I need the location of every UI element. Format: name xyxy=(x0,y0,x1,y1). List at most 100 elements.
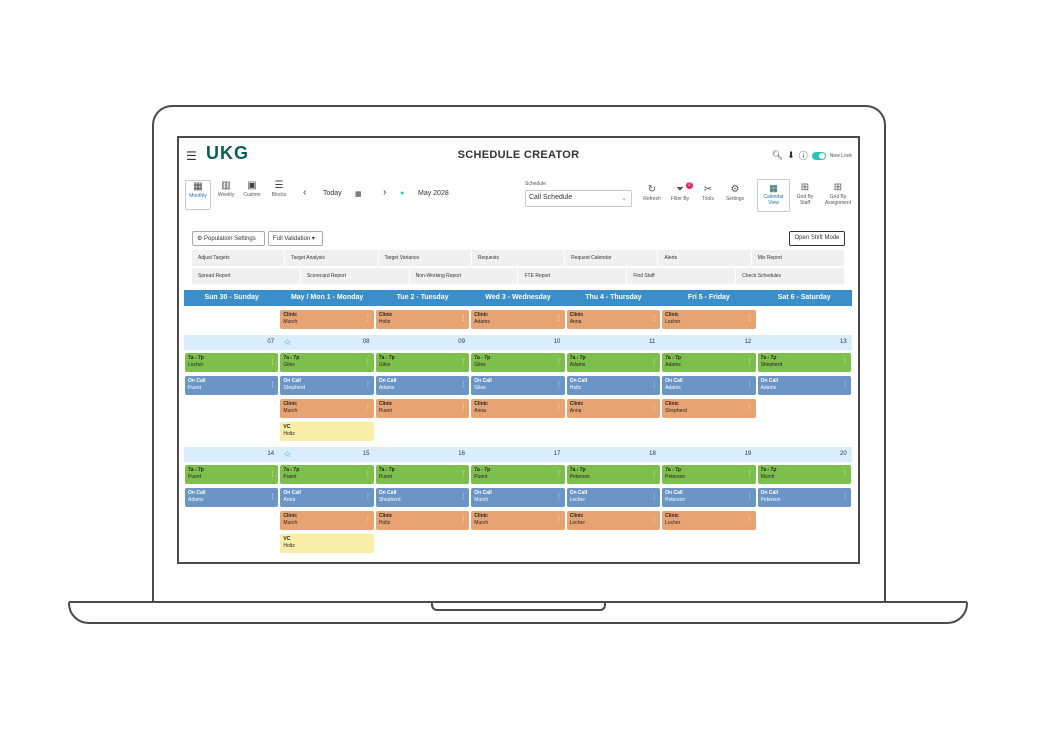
shift-card[interactable]: 7a - 7p Adams ⋮ xyxy=(566,353,661,372)
shift-card[interactable]: Clinic Shepherd ⋮ xyxy=(662,399,756,418)
date-number[interactable]: 19 xyxy=(744,451,752,457)
more-options-icon[interactable]: ⋮ xyxy=(364,471,371,477)
search-icon[interactable]: 🔍︎ xyxy=(771,150,784,160)
more-options-icon[interactable]: ⋮ xyxy=(746,494,753,500)
view-custom-button[interactable]: ▣ Custom xyxy=(239,180,265,210)
full-validation-dropdown[interactable]: Full Validation ▾ xyxy=(268,231,323,246)
more-options-icon[interactable]: ⋮ xyxy=(746,471,753,477)
grid-by-assignment-button[interactable]: ⊞ Grid By Assignment xyxy=(821,182,855,206)
more-options-icon[interactable]: ⋮ xyxy=(460,316,467,322)
more-options-icon[interactable]: ⋮ xyxy=(841,359,848,365)
shift-card[interactable]: 7a - 7p Peterson ⋮ xyxy=(662,465,756,484)
star-icon[interactable]: ☆ xyxy=(283,449,292,459)
more-options-icon[interactable]: ⋮ xyxy=(364,316,371,322)
more-options-icon[interactable]: ⋮ xyxy=(555,316,562,322)
shift-card[interactable]: 7a - 7p Giles ⋮ xyxy=(280,353,374,372)
download-icon[interactable]: ⬇ xyxy=(787,150,795,160)
report-link[interactable]: FTE Report xyxy=(518,268,627,284)
more-options-icon[interactable]: ⋮ xyxy=(460,517,467,523)
shift-card[interactable]: 7a - 7p Giles ⋮ xyxy=(375,353,470,372)
shift-card[interactable]: On Call Adams ⋮ xyxy=(757,376,851,395)
today-button[interactable]: Today xyxy=(323,190,342,197)
refresh-button[interactable]: ↻ Refresh xyxy=(641,184,663,202)
shift-card[interactable]: 7a - 7p Locher ⋮ xyxy=(185,353,279,372)
shift-card[interactable]: On Call Giles ⋮ xyxy=(471,376,565,395)
more-options-icon[interactable]: ⋮ xyxy=(364,405,371,411)
report-link[interactable]: Mix Report xyxy=(751,250,844,266)
calendar-view-button[interactable]: ▦ Calendar View xyxy=(757,179,790,212)
shift-card[interactable]: Clinic Anna ⋮ xyxy=(471,399,565,418)
shift-card[interactable]: On Call Adams ⋮ xyxy=(375,376,470,395)
more-options-icon[interactable]: ⋮ xyxy=(746,316,753,322)
shift-card[interactable]: On Call Murch ⋮ xyxy=(471,488,565,507)
shift-card[interactable]: On Call Peterson ⋮ xyxy=(662,488,756,507)
help-icon[interactable]: ⓘ xyxy=(798,151,808,161)
shift-card[interactable]: Clinic Puent ⋮ xyxy=(375,399,470,418)
report-link[interactable]: Target Variance xyxy=(378,250,471,266)
more-options-icon[interactable]: ⋮ xyxy=(746,359,753,365)
hamburger-icon[interactable]: ☰ xyxy=(186,149,197,163)
new-look-toggle[interactable] xyxy=(811,151,826,160)
more-options-icon[interactable]: ⋮ xyxy=(651,494,658,500)
shift-card[interactable]: Clinic Murch ⋮ xyxy=(280,511,374,530)
shift-card[interactable]: Clinic Locher ⋮ xyxy=(662,310,756,329)
shift-card[interactable]: 7a - 7p Puent ⋮ xyxy=(375,465,470,484)
date-number[interactable]: 09 xyxy=(458,339,465,345)
shift-card[interactable]: On Call Peterson ⋮ xyxy=(757,488,851,507)
more-options-icon[interactable]: ⋮ xyxy=(269,471,276,477)
shift-card[interactable]: On Call Shepherd ⋮ xyxy=(280,376,374,395)
date-number[interactable]: 07 xyxy=(267,339,275,345)
more-options-icon[interactable]: ⋮ xyxy=(555,517,562,523)
more-options-icon[interactable]: ⋮ xyxy=(555,382,562,388)
shift-card[interactable]: Clinic Locher ⋮ xyxy=(566,511,661,530)
shift-card[interactable]: On Call Puent ⋮ xyxy=(185,376,279,395)
date-number[interactable]: 15 xyxy=(362,451,370,457)
shift-card[interactable]: On Call Shepherd ⋮ xyxy=(375,488,470,507)
more-options-icon[interactable]: ⋮ xyxy=(841,382,848,388)
shift-card[interactable]: 7a - 7p Puent ⋮ xyxy=(471,465,565,484)
more-options-icon[interactable]: ⋮ xyxy=(460,494,467,500)
report-link[interactable]: Adjust Targets xyxy=(192,250,285,266)
shift-card[interactable]: Clinic Murch ⋮ xyxy=(471,511,565,530)
info-icon[interactable]: ● xyxy=(400,190,405,197)
more-options-icon[interactable]: ⋮ xyxy=(746,517,753,523)
date-number[interactable]: 20 xyxy=(840,451,847,457)
date-number[interactable]: 16 xyxy=(458,451,465,457)
shift-card[interactable]: Clinic Adams ⋮ xyxy=(471,310,565,329)
shift-card[interactable]: Clinic Locher ⋮ xyxy=(662,511,756,530)
shift-card[interactable]: 7a - 7p Adams ⋮ xyxy=(662,353,756,372)
more-options-icon[interactable]: ⋮ xyxy=(651,517,658,523)
open-shift-mode-button[interactable]: Open Shift Mode xyxy=(789,231,845,246)
shift-card[interactable]: Clinic Holtz ⋮ xyxy=(375,511,470,530)
more-options-icon[interactable]: ⋮ xyxy=(364,359,371,365)
more-options-icon[interactable]: ⋮ xyxy=(269,359,276,365)
report-link[interactable]: Spread Report xyxy=(192,268,300,284)
shift-card[interactable]: VC Holtz xyxy=(280,422,374,441)
tools-button[interactable]: ✂ Tools xyxy=(697,184,719,202)
date-number[interactable]: 12 xyxy=(744,339,752,345)
shift-card[interactable]: On Call Adams ⋮ xyxy=(662,376,756,395)
more-options-icon[interactable]: ⋮ xyxy=(364,494,371,500)
more-options-icon[interactable]: ⋮ xyxy=(269,382,276,388)
view-weekly-button[interactable]: ▥ Weekly xyxy=(213,180,239,210)
date-number[interactable]: 08 xyxy=(362,339,370,345)
more-options-icon[interactable]: ⋮ xyxy=(651,471,658,477)
shift-card[interactable]: 7a - 7p Giles ⋮ xyxy=(471,353,565,372)
more-options-icon[interactable]: ⋮ xyxy=(555,494,562,500)
more-options-icon[interactable]: ⋮ xyxy=(746,382,753,388)
date-number[interactable]: 13 xyxy=(840,339,847,345)
report-link[interactable]: Non-Working Report xyxy=(409,268,518,284)
prev-period-icon[interactable]: ‹ xyxy=(303,187,307,198)
grid-by-staff-button[interactable]: ⊞ Grid By Staff xyxy=(791,182,819,206)
report-link[interactable]: Scorecard Report xyxy=(300,268,409,284)
view-monthly-button[interactable]: ▦ Monthly xyxy=(185,180,211,210)
more-options-icon[interactable]: ⋮ xyxy=(269,494,276,500)
settings-button[interactable]: ⚙ Settings xyxy=(725,184,745,202)
date-number[interactable]: 10 xyxy=(553,339,561,345)
shift-card[interactable]: 7a - 7p Murch ⋮ xyxy=(757,465,851,484)
shift-card[interactable]: On Call Locher ⋮ xyxy=(566,488,661,507)
report-link[interactable]: Alerts xyxy=(658,250,751,266)
shift-card[interactable]: 7a - 7p Puent ⋮ xyxy=(185,465,279,484)
report-link[interactable]: Request Calendar xyxy=(565,250,658,266)
more-options-icon[interactable]: ⋮ xyxy=(651,382,658,388)
